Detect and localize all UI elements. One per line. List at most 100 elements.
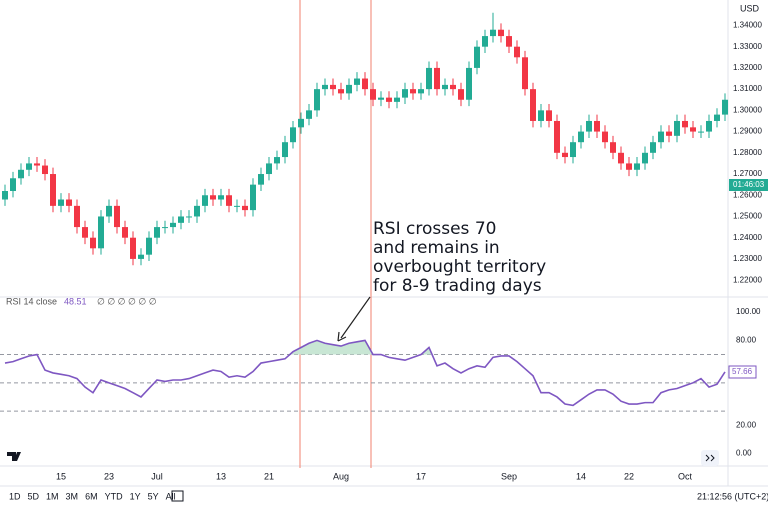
candle-body bbox=[426, 67, 432, 90]
candle-body bbox=[562, 152, 568, 158]
candle-body bbox=[210, 195, 216, 200]
candle-body bbox=[186, 216, 192, 218]
candle-body bbox=[146, 237, 152, 255]
candle-body bbox=[162, 227, 168, 229]
candle-body bbox=[402, 89, 408, 98]
candle-body bbox=[242, 205, 248, 211]
x-tick-label: 14 bbox=[576, 471, 586, 481]
y-tick-label: 0.00 bbox=[736, 449, 752, 458]
candle-body bbox=[434, 67, 440, 90]
y-tick-label: 1.22000 bbox=[733, 275, 762, 284]
candle-body bbox=[610, 142, 616, 153]
annotation: for 8-9 trading days bbox=[373, 276, 542, 296]
candle-body bbox=[498, 29, 504, 37]
candle-body bbox=[122, 227, 128, 238]
candle-body bbox=[530, 89, 536, 121]
candle-body bbox=[66, 199, 72, 206]
y-tick-label: 80.00 bbox=[736, 336, 757, 345]
candle-body bbox=[314, 89, 320, 111]
x-tick-label: Aug bbox=[333, 471, 349, 481]
range-button[interactable]: 6M bbox=[85, 491, 98, 501]
candle-body bbox=[74, 205, 80, 228]
candle-body bbox=[194, 205, 200, 217]
range-button[interactable]: 1Y bbox=[130, 491, 141, 501]
y-tick-label: 1.34000 bbox=[733, 21, 762, 30]
candle-body bbox=[130, 237, 136, 259]
candle-body bbox=[298, 118, 304, 128]
candle-body bbox=[626, 163, 632, 170]
arrow-head bbox=[337, 331, 347, 342]
candle-body bbox=[234, 205, 240, 207]
candle-body bbox=[346, 84, 352, 94]
range-button[interactable]: 5Y bbox=[148, 491, 159, 501]
candle-body bbox=[370, 89, 376, 100]
x-tick-label: 17 bbox=[416, 471, 426, 481]
candle-body bbox=[10, 178, 16, 192]
range-button[interactable]: All bbox=[166, 491, 176, 501]
candle-body bbox=[554, 120, 560, 153]
range-button[interactable]: YTD bbox=[105, 491, 124, 501]
range-button[interactable]: 1M bbox=[46, 491, 59, 501]
candle-body bbox=[322, 84, 328, 90]
candle-body bbox=[50, 174, 56, 206]
y-tick-label: 1.26000 bbox=[733, 190, 762, 199]
candle-body bbox=[474, 46, 480, 68]
candle-body bbox=[378, 97, 384, 100]
y-tick-label: 100.00 bbox=[736, 307, 761, 316]
x-tick-label: Oct bbox=[678, 471, 693, 481]
candle-body bbox=[106, 205, 112, 217]
range-button[interactable]: 1D bbox=[9, 491, 21, 501]
candle-body bbox=[546, 110, 552, 121]
candle-body bbox=[18, 169, 24, 179]
candle-body bbox=[722, 99, 728, 115]
annotation: overbought territory bbox=[373, 257, 546, 277]
candle-body bbox=[98, 216, 104, 249]
range-button[interactable]: 5D bbox=[28, 491, 40, 501]
calendar-icon[interactable] bbox=[171, 490, 184, 502]
scroll-icon bbox=[705, 454, 715, 462]
overbought-fill bbox=[289, 340, 433, 355]
annotation-arrow bbox=[340, 296, 371, 339]
annotation: and remains in bbox=[373, 238, 500, 258]
candle-body bbox=[522, 57, 528, 90]
candle-body bbox=[250, 184, 256, 211]
candle-body bbox=[274, 157, 280, 164]
x-tick-label: Jul bbox=[151, 471, 163, 481]
x-tick-label: 15 bbox=[56, 471, 66, 481]
countdown: 01:46:03 bbox=[733, 180, 765, 189]
candle-body bbox=[58, 199, 64, 206]
candle-body bbox=[674, 120, 680, 136]
x-tick-label: 23 bbox=[104, 471, 114, 481]
candle-body bbox=[290, 127, 296, 143]
candle-body bbox=[586, 120, 592, 132]
candle-body bbox=[634, 163, 640, 170]
y-tick-label: 1.25000 bbox=[733, 212, 762, 221]
candle-body bbox=[714, 114, 720, 121]
scroll-button[interactable] bbox=[701, 450, 719, 466]
candle-body bbox=[170, 222, 176, 228]
candle-body bbox=[394, 97, 400, 102]
candle-body bbox=[578, 131, 584, 143]
y-tick-label: 20.00 bbox=[736, 420, 757, 429]
candle-body bbox=[282, 142, 288, 158]
range-button[interactable]: 3M bbox=[66, 491, 79, 501]
candle-body bbox=[458, 89, 464, 100]
candle-body bbox=[354, 78, 360, 85]
candle-body bbox=[490, 29, 496, 37]
candle-body bbox=[330, 84, 336, 90]
y-tick-label: 1.33000 bbox=[733, 42, 762, 51]
candle-body bbox=[514, 46, 520, 58]
candle-body bbox=[202, 195, 208, 206]
candle-body bbox=[42, 165, 48, 175]
clock: 21:12:56 (UTC+2) bbox=[697, 491, 768, 501]
rsi-line bbox=[4, 339, 726, 407]
candle-body bbox=[386, 97, 392, 102]
candle-body bbox=[682, 120, 688, 128]
candle-body bbox=[442, 84, 448, 90]
y-tick-label: 1.28000 bbox=[733, 148, 762, 157]
candle-body bbox=[258, 174, 264, 185]
candle-body bbox=[698, 131, 704, 133]
candle-body bbox=[642, 152, 648, 164]
